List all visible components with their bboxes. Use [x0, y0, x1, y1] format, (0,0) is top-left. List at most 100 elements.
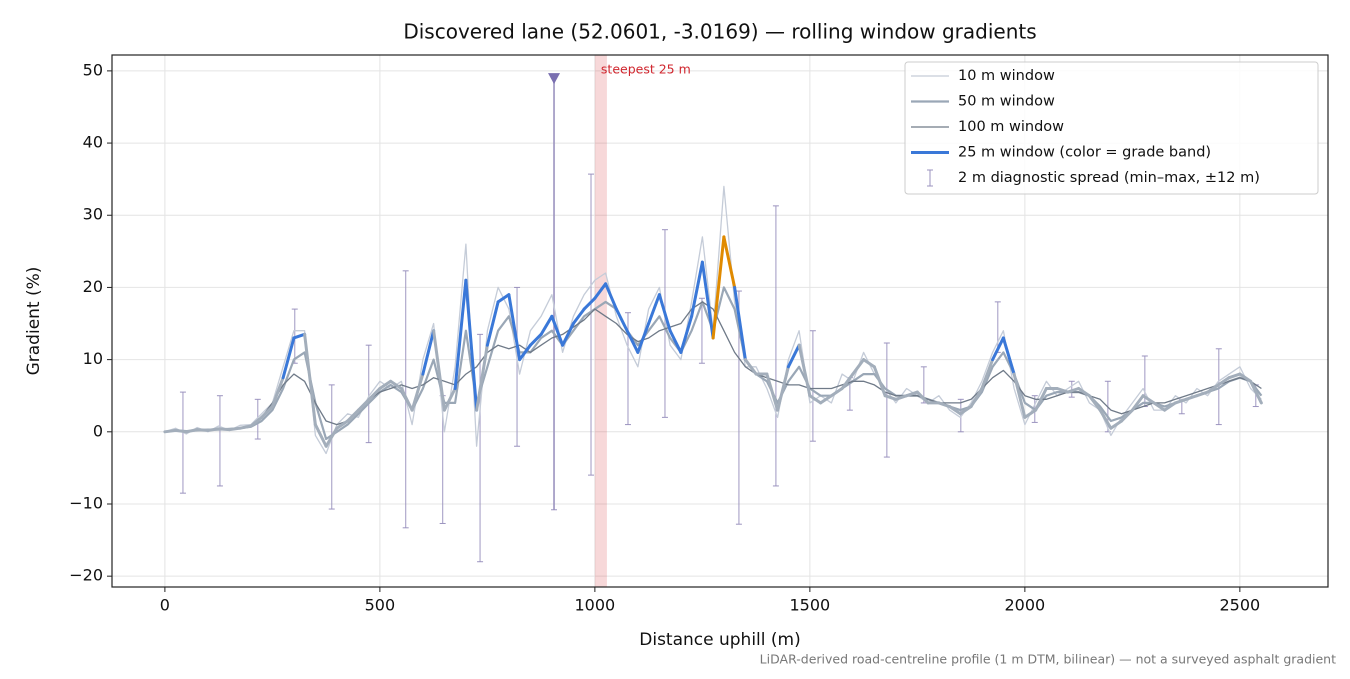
x-tick-label: 0: [160, 596, 170, 615]
series-segment: [453, 278, 468, 390]
y-tick-label: 50: [83, 60, 103, 79]
series-segment: [410, 372, 425, 412]
series-segment: [948, 405, 962, 416]
series-segment: [421, 329, 436, 376]
x-tick-label: 2000: [1005, 596, 1046, 615]
series-segment: [1152, 401, 1167, 412]
chart-title: Discovered lane (52.0601, -3.0169) — rol…: [403, 20, 1036, 44]
series-segment: [582, 296, 597, 311]
y-tick-label: −20: [69, 566, 103, 585]
series-segment: [980, 358, 995, 390]
series-segment: [399, 386, 414, 412]
series-segment: [1034, 386, 1048, 412]
series-segment: [217, 427, 231, 432]
series-segment: [238, 424, 253, 430]
y-tick-label: −10: [69, 493, 103, 512]
legend-label: 50 m window: [958, 94, 1055, 110]
series-segment: [1184, 394, 1199, 401]
series-segment: [883, 394, 898, 401]
spread-max-marker: [548, 73, 561, 85]
series-segment: [1077, 386, 1091, 398]
y-tick-label: 40: [83, 133, 103, 152]
series-segment: [1130, 394, 1145, 412]
series-segment: [1120, 408, 1134, 423]
series-segment: [389, 379, 403, 390]
series-segment: [442, 386, 457, 412]
series-segment: [636, 322, 651, 354]
series-segment: [184, 428, 199, 434]
series-segment: [743, 358, 758, 376]
series-segment: [840, 372, 855, 390]
series-segment: [539, 314, 554, 336]
series-segment: [1238, 372, 1253, 383]
series-segment: [851, 358, 866, 376]
series-segment: [1249, 379, 1263, 405]
x-axis-label: Distance uphill (m): [639, 630, 800, 650]
series-segment: [475, 343, 489, 412]
series-segment: [346, 408, 360, 423]
series-segment: [281, 336, 296, 380]
series-segment: [690, 260, 704, 318]
series-segment: [905, 390, 919, 398]
series-segment: [174, 428, 188, 434]
y-tick-label: 0: [93, 421, 103, 440]
series-segment: [862, 358, 876, 369]
series-segment: [571, 307, 586, 326]
series-segment: [1001, 336, 1016, 376]
series-segment: [872, 365, 887, 398]
series-segment: [485, 300, 500, 347]
series-segment: [647, 293, 661, 326]
series-segment: [464, 278, 479, 412]
series-segment: [367, 386, 382, 401]
series-segment: [195, 428, 210, 432]
series-segment: [550, 314, 565, 347]
series-segment: [1066, 386, 1081, 394]
x-tick-label: 1500: [790, 596, 831, 615]
series-segment: [604, 282, 618, 311]
series-segment: [700, 260, 715, 340]
series-segment: [1109, 419, 1124, 430]
legend-label: 2 m diagnostic spread (min–max, ±12 m): [958, 170, 1260, 186]
series-segment: [1227, 372, 1242, 380]
series-segment: [786, 343, 801, 369]
legend-box: [904, 61, 1319, 195]
legend-label: 10 m window: [958, 68, 1055, 84]
series-segment: [518, 343, 532, 362]
series-segment: [163, 428, 178, 434]
y-tick-label: 30: [83, 205, 103, 224]
series-segment: [958, 405, 973, 416]
legend-label: 25 m window (color = grade band): [958, 145, 1211, 161]
series-segment: [378, 379, 393, 390]
series-segment: [1098, 408, 1113, 430]
x-tick-label: 2500: [1219, 596, 1260, 615]
series-segment: [915, 390, 930, 405]
series-segment: [1195, 390, 1210, 398]
series-segment: [249, 415, 264, 428]
series-segment: [1087, 394, 1102, 412]
series-segment: [679, 314, 694, 354]
series-segment: [894, 394, 909, 401]
legend-label: 100 m window: [958, 119, 1064, 135]
series-segment: [722, 235, 737, 289]
x-tick-label: 1000: [575, 596, 616, 615]
series-segment: [1206, 383, 1220, 394]
y-tick-label: 10: [83, 349, 103, 368]
highlight-label: steepest 25 m: [601, 62, 691, 77]
series-segment: [206, 427, 221, 432]
series-segment: [829, 386, 844, 398]
series-segment: [733, 285, 747, 362]
series-segment: [1055, 386, 1070, 394]
series-segment: [313, 423, 328, 448]
series-segment: [1163, 401, 1177, 412]
series-segment: [797, 343, 812, 398]
series-segment: [260, 405, 274, 419]
series-segment: [356, 397, 371, 412]
series-segment: [432, 329, 446, 412]
y-tick-label: 20: [83, 277, 103, 296]
series-segment: [969, 386, 984, 409]
series-segment: [292, 332, 307, 340]
series-segment: [1141, 394, 1156, 405]
plot-frame: [111, 54, 1329, 588]
series-segment: [711, 235, 726, 340]
